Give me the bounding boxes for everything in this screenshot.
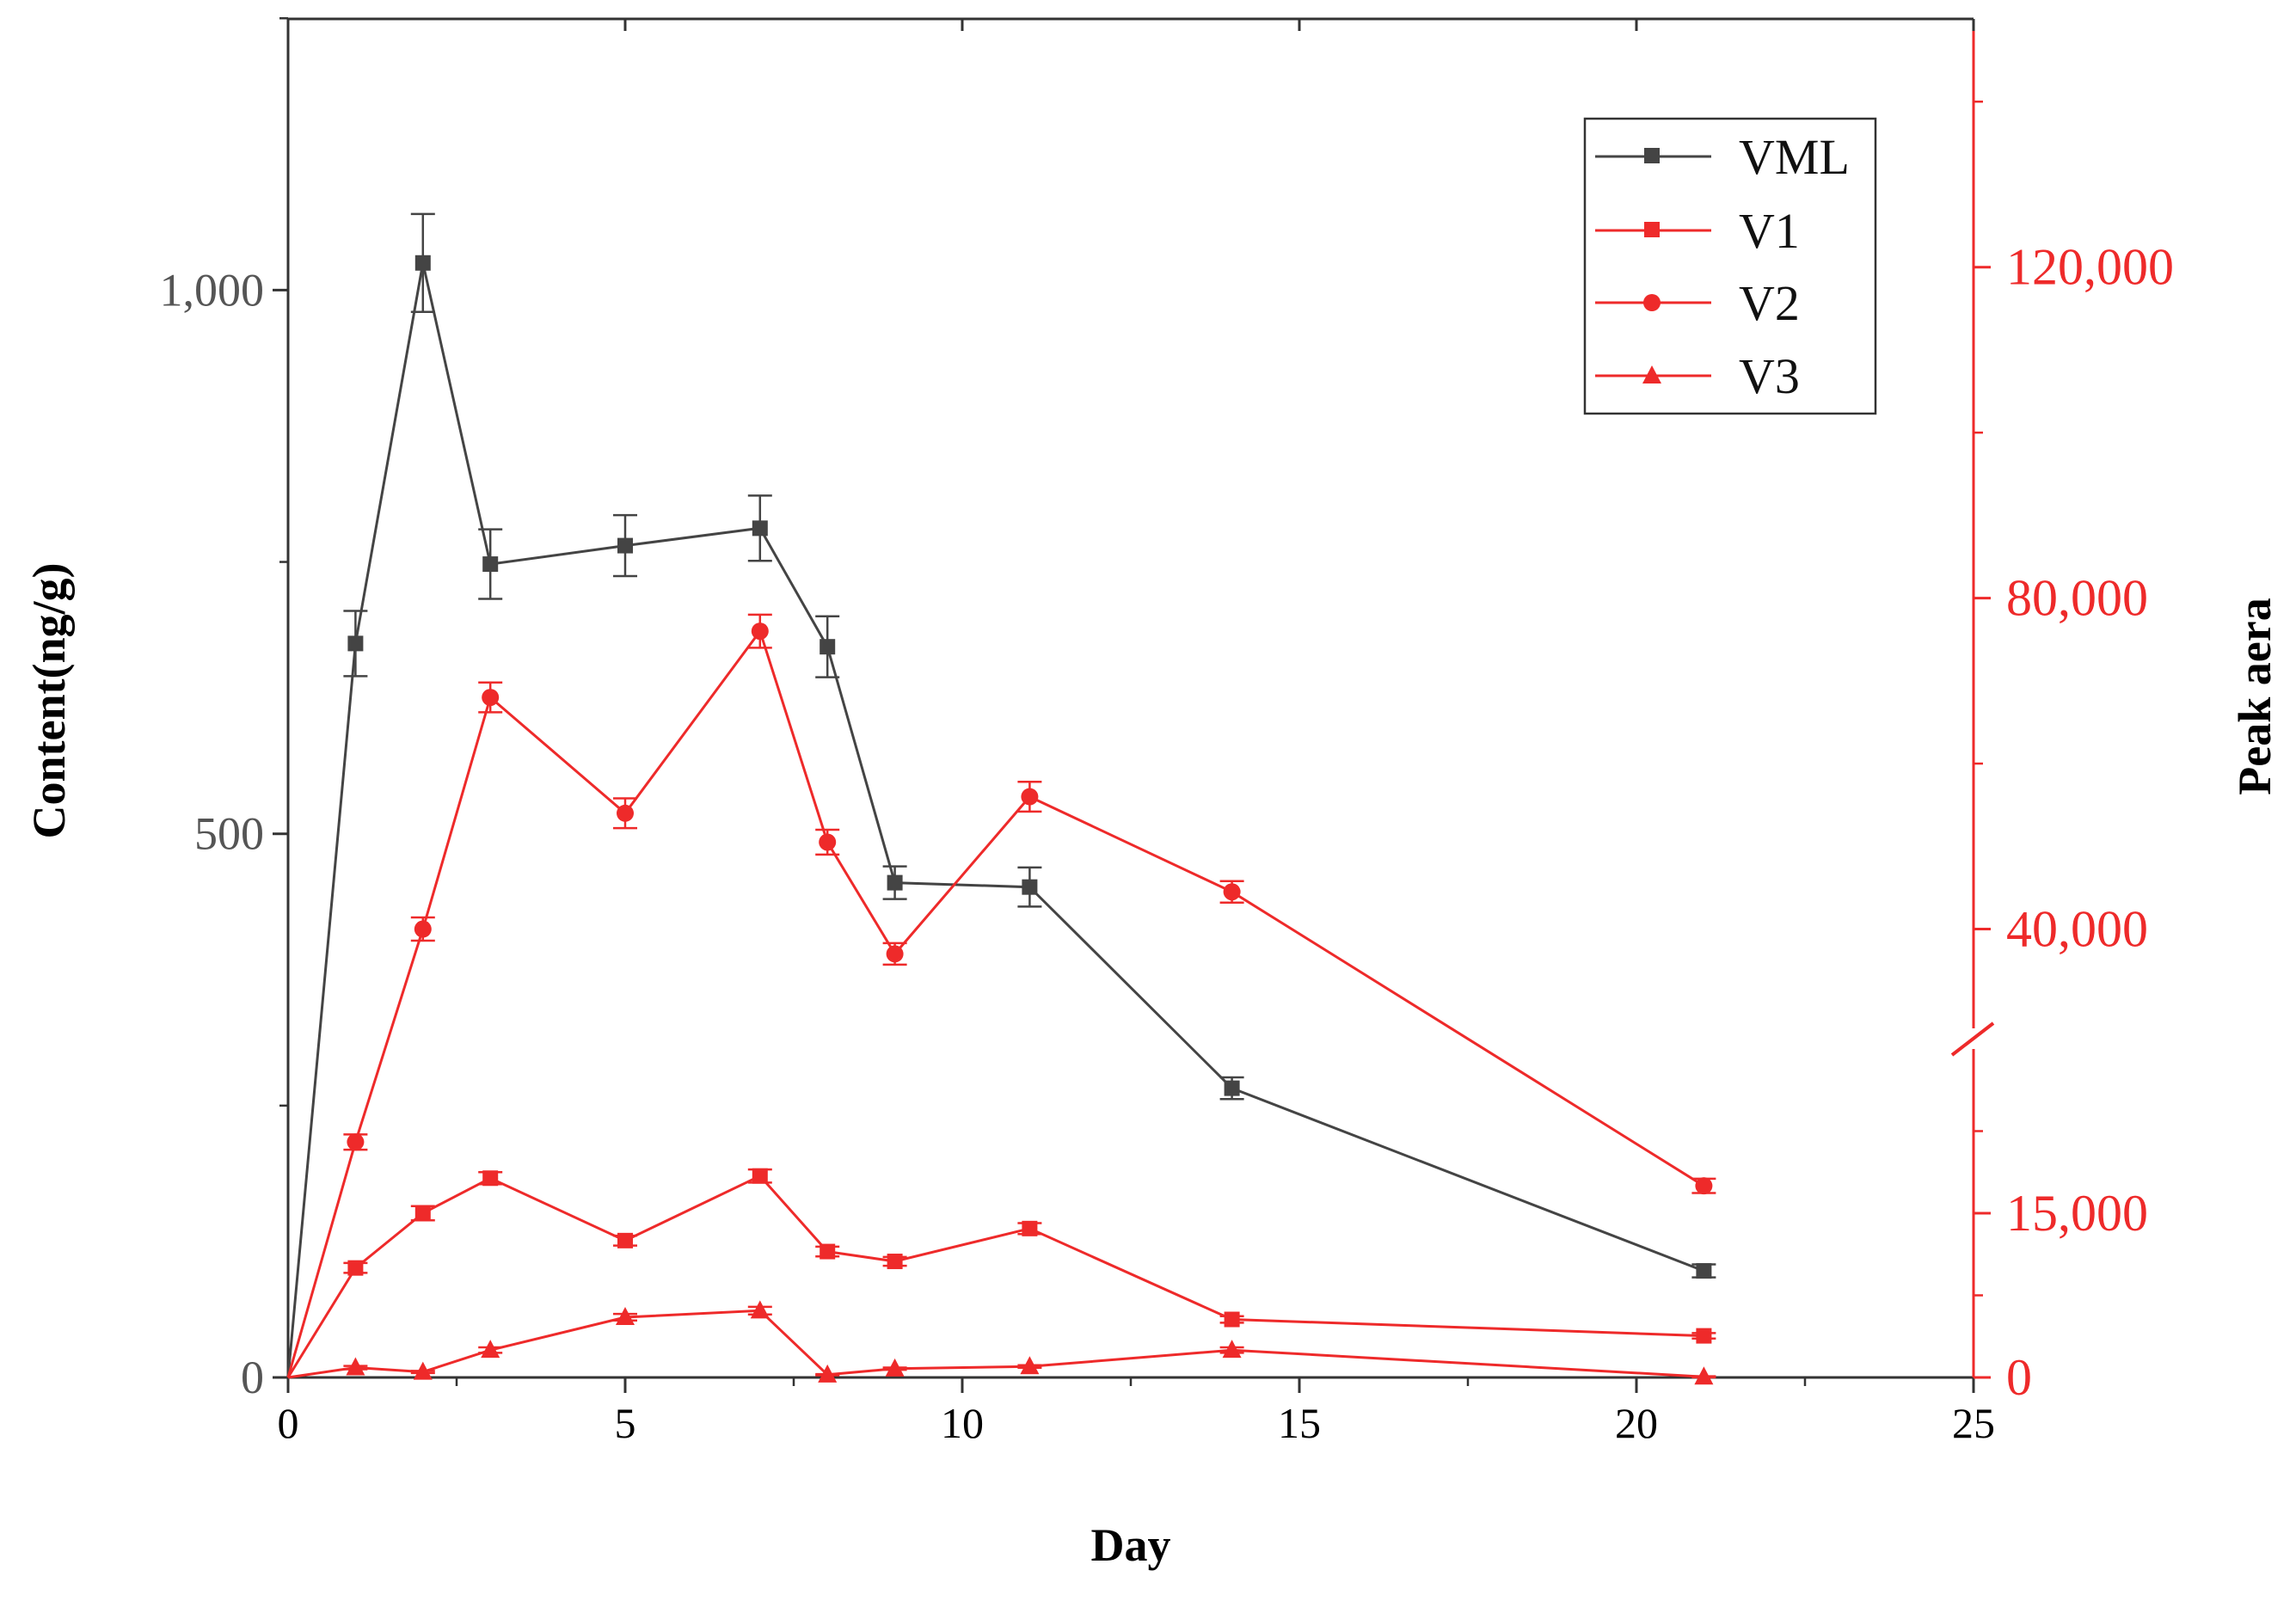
data-point [1224, 1080, 1240, 1096]
right-tick-label: 0 [2006, 1349, 2032, 1406]
legend-item-v3: V3 [1595, 348, 1800, 404]
data-point [617, 1232, 633, 1248]
right-tick-label: 80,000 [2006, 570, 2148, 627]
legend-marker-v1 [1644, 222, 1660, 237]
legend-box [1583, 117, 1877, 415]
series-line-v3 [287, 1309, 1704, 1379]
legend-marker-vml [1644, 148, 1660, 163]
right-y-axis-title: Peak aera [2229, 598, 2281, 794]
legend: VML V1 V2 V3 [1583, 117, 1877, 415]
data-point [820, 639, 836, 655]
x-tick-label: 5 [615, 1399, 636, 1447]
data-point [1694, 1366, 1714, 1385]
legend-marker-v2 [1643, 294, 1661, 311]
legend-label-v3: V3 [1739, 348, 1800, 404]
x-tick-label: 25 [1952, 1399, 1995, 1447]
data-point [414, 1205, 431, 1221]
legend-marker-v3 [1642, 365, 1661, 383]
data-point [482, 556, 499, 573]
data-point [617, 537, 633, 554]
legend-label-v1: V1 [1739, 203, 1800, 259]
data-point [752, 1168, 768, 1184]
data-point [818, 1364, 838, 1383]
right-tick-label: 15,000 [2006, 1185, 2148, 1242]
data-point [413, 1361, 433, 1380]
right-tick-label: 120,000 [2006, 239, 2174, 296]
left-y-axis-title: Content(ng/g) [23, 563, 75, 839]
left-tick-label: 0 [241, 1352, 264, 1403]
x-tick-label: 0 [278, 1399, 299, 1447]
series-v1 [286, 1168, 1716, 1378]
data-point [482, 689, 500, 707]
data-point [820, 1243, 836, 1260]
data-point [1021, 788, 1039, 806]
data-point [616, 1306, 635, 1325]
data-point [1022, 1220, 1038, 1236]
axis-break-mark [1950, 1021, 1995, 1057]
data-point [1222, 1340, 1242, 1359]
data-point [885, 1358, 905, 1377]
data-point [1020, 1356, 1040, 1375]
data-point [347, 1260, 364, 1276]
series-v3 [287, 1300, 1716, 1385]
data-point [1022, 879, 1038, 895]
data-point [750, 1300, 770, 1319]
series-vml [286, 212, 1716, 1378]
data-point [347, 635, 364, 652]
data-point [617, 804, 634, 822]
x-tick-label: 10 [941, 1399, 984, 1447]
legend-label-vml: VML [1739, 129, 1850, 185]
legend-item-vml: VML [1595, 129, 1850, 185]
data-point [1223, 883, 1241, 901]
series-line-vml [286, 262, 1704, 1378]
series-line-v2 [286, 628, 1705, 1378]
legend-label-v2: V2 [1739, 275, 1800, 331]
data-point [1696, 1263, 1712, 1279]
legend-item-v1: V1 [1595, 203, 1800, 259]
left-tick-label: 500 [194, 808, 264, 860]
data-point [481, 1340, 500, 1359]
data-point [751, 623, 769, 641]
data-point [1695, 1177, 1713, 1195]
x-axis-title: Day [1091, 1519, 1171, 1571]
data-point [886, 945, 904, 963]
legend-item-v2: V2 [1595, 275, 1800, 331]
data-point [347, 1133, 365, 1151]
right-tick-label: 40,000 [2006, 901, 2148, 958]
data-point [887, 1254, 903, 1270]
data-point [414, 920, 432, 938]
data-point [752, 520, 768, 537]
series-v2 [286, 613, 1716, 1378]
x-tick-label: 15 [1278, 1399, 1321, 1447]
data-point [346, 1357, 365, 1376]
left-tick-label: 1,000 [160, 264, 265, 316]
data-point [819, 833, 837, 851]
data-point [414, 255, 431, 271]
data-point [1696, 1328, 1712, 1344]
data-point [482, 1170, 499, 1187]
data-point [887, 874, 903, 891]
x-tick-label: 20 [1615, 1399, 1658, 1447]
data-point [1224, 1311, 1240, 1328]
